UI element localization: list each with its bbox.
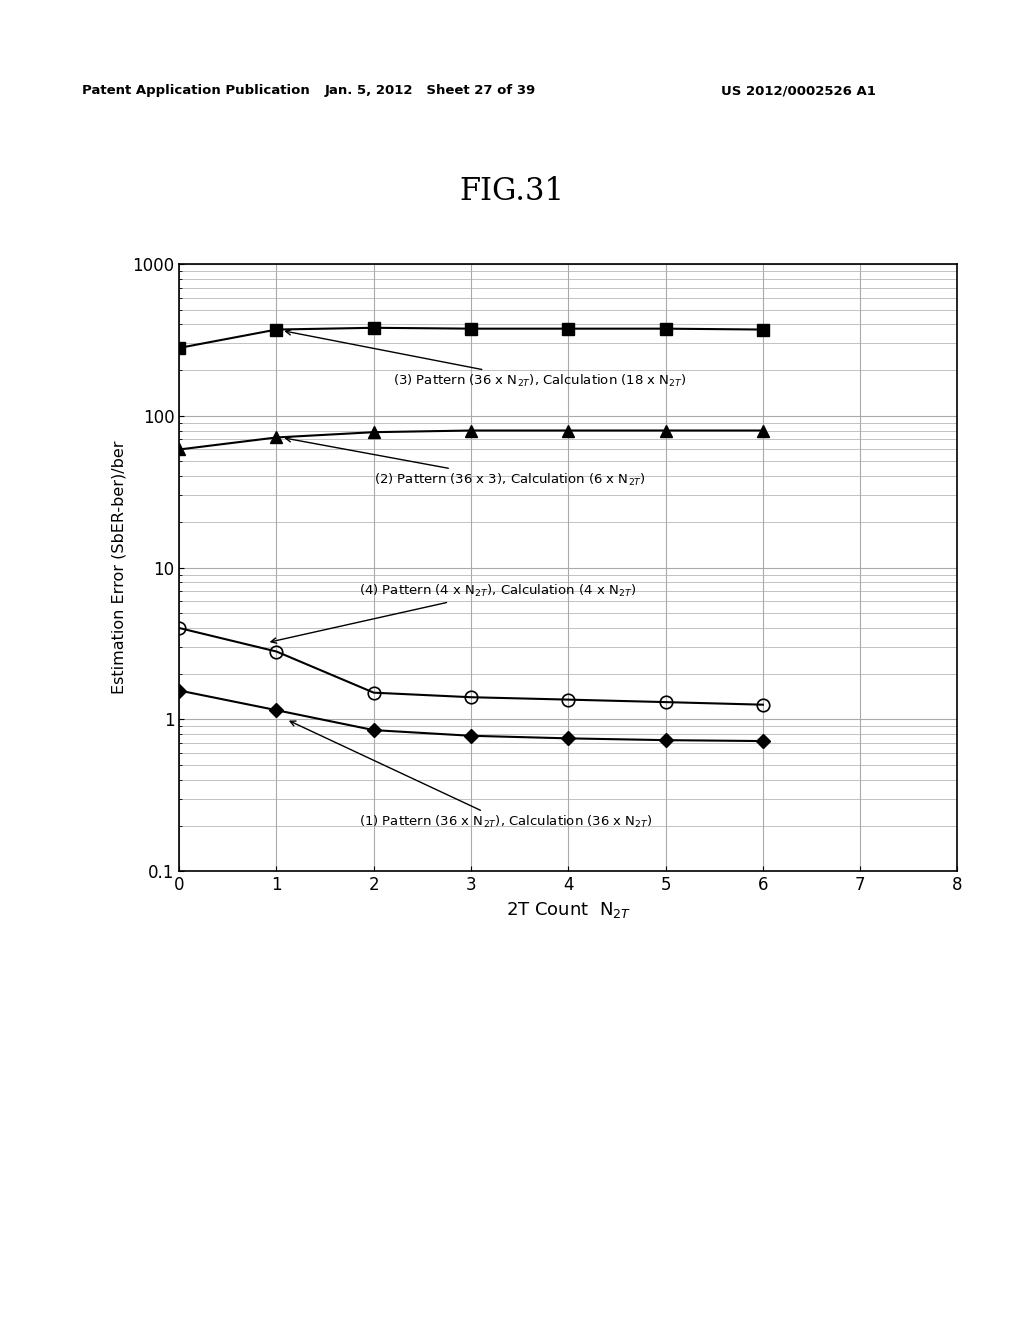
Text: (1) Pattern (36 x N$_{2T}$), Calculation (36 x N$_{2T}$): (1) Pattern (36 x N$_{2T}$), Calculation… <box>290 721 653 830</box>
X-axis label: 2T Count  N$_{2T}$: 2T Count N$_{2T}$ <box>506 900 631 920</box>
Text: (2) Pattern (36 x 3), Calculation (6 x N$_{2T}$): (2) Pattern (36 x 3), Calculation (6 x N… <box>286 437 646 487</box>
Text: (3) Pattern (36 x N$_{2T}$), Calculation (18 x N$_{2T}$): (3) Pattern (36 x N$_{2T}$), Calculation… <box>286 330 687 389</box>
Text: Jan. 5, 2012   Sheet 27 of 39: Jan. 5, 2012 Sheet 27 of 39 <box>325 84 536 98</box>
Text: (4) Pattern (4 x N$_{2T}$), Calculation (4 x N$_{2T}$): (4) Pattern (4 x N$_{2T}$), Calculation … <box>271 583 636 643</box>
Text: US 2012/0002526 A1: US 2012/0002526 A1 <box>721 84 877 98</box>
Y-axis label: Estimation Error (SbER-ber)/ber: Estimation Error (SbER-ber)/ber <box>112 441 127 694</box>
Text: FIG.31: FIG.31 <box>460 176 564 207</box>
Text: Patent Application Publication: Patent Application Publication <box>82 84 309 98</box>
